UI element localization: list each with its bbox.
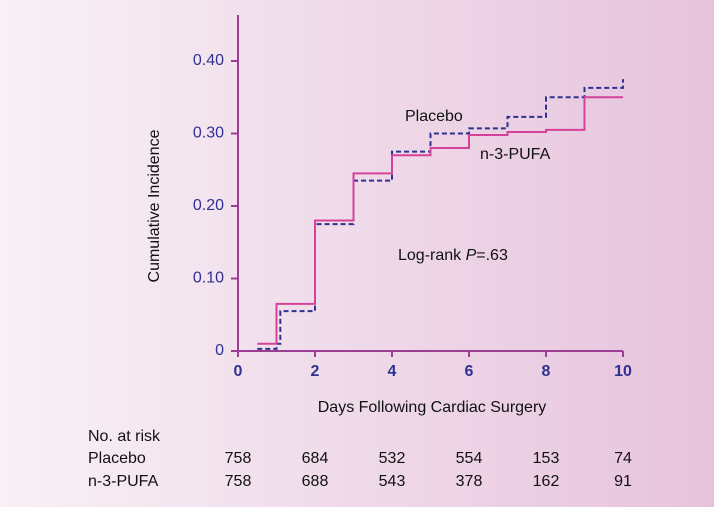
y-tick-label: 0.40 [193,52,224,69]
risk-value: 91 [614,473,632,490]
x-axis-label: Days Following Cardiac Surgery [318,399,547,416]
risk-table-title: No. at risk [88,428,161,445]
risk-row-label: n-3-PUFA [88,473,159,490]
y-tick-label: 0.10 [193,270,224,287]
annotation: Log-rank P=.63 [398,247,508,264]
annotation-part: Log-rank [398,247,466,264]
risk-value: 684 [302,450,329,467]
x-tick-label: 0 [234,363,243,380]
risk-value: 758 [225,473,252,490]
series-label: n-3-PUFA [480,146,551,163]
risk-value: 162 [533,473,560,490]
x-tick-label: 4 [388,363,397,380]
y-tick-label: 0 [215,342,224,359]
x-tick-label: 2 [311,363,320,380]
annotation-part: =.63 [476,247,508,264]
risk-value: 74 [614,450,632,467]
risk-value: 554 [456,450,483,467]
annotation-part: P [466,247,477,264]
x-tick-label: 6 [465,363,474,380]
risk-value: 688 [302,473,329,490]
risk-value: 378 [456,473,483,490]
risk-value: 758 [225,450,252,467]
x-tick-label: 10 [614,363,632,380]
series-line [257,96,623,345]
risk-row-label: Placebo [88,450,146,467]
y-axis-label: Cumulative Incidence [146,129,163,282]
series-label: Placebo [405,108,463,125]
risk-value: 543 [379,473,406,490]
risk-value: 532 [379,450,406,467]
y-tick-label: 0.30 [193,125,224,142]
x-tick-label: 8 [542,363,551,380]
risk-value: 153 [533,450,560,467]
y-tick-label: 0.20 [193,197,224,214]
